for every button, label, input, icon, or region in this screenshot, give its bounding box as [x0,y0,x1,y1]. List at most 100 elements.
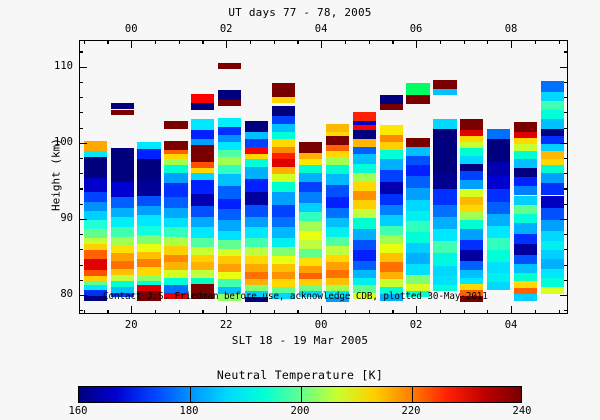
bottom-axis-title: SLT 18 - 19 Mar 2005 [231,334,369,347]
heatmap-cell [83,178,107,193]
heatmap-cell [164,207,188,219]
heatmap-cell [460,277,484,284]
x-tick-label-top: 00 [124,23,138,35]
heatmap-cell [83,210,107,220]
heatmap-cell [137,267,161,275]
y-major-tick-right [560,142,568,144]
heatmap-cell [164,218,188,228]
heatmap-cell [406,264,430,275]
heatmap-cell [218,157,242,166]
heatmap-cell [513,168,538,178]
heatmap-cell [540,158,565,166]
heatmap-cell [137,280,161,286]
heatmap-cell [191,193,215,207]
heatmap-cell [271,146,296,153]
heatmap-cell [325,245,349,255]
heatmap-cell [513,137,538,144]
heatmap-cell [164,158,188,166]
heatmap-cell [325,174,349,185]
plot-area [79,40,568,314]
heatmap-cell [191,238,215,248]
heatmap-cell [137,274,161,281]
heatmap-cell [271,292,296,299]
heatmap-cell [271,238,296,248]
heatmap-cell [83,141,107,152]
x-minor-tick-top [558,40,560,44]
heatmap-cell [110,268,134,275]
y-major-tick-right [560,218,568,221]
heatmap-cell [218,286,242,295]
heatmap-cell [513,204,538,214]
heatmap-cell [191,119,215,131]
x-minor-tick-bottom [392,310,394,314]
heatmap-cell [137,206,161,216]
heatmap-cell [271,123,296,132]
x-minor-tick-bottom [487,310,489,314]
heatmap-cell [540,81,565,92]
heatmap-cell [513,288,538,295]
heatmap-cell [137,291,161,301]
heatmap-cell [83,228,107,239]
heatmap-cell [433,276,457,286]
heatmap-cell [406,232,430,243]
heatmap-cell [325,131,349,137]
heatmap-cell [110,181,134,198]
heatmap-cell [110,197,134,208]
y-minor-tick-left [79,97,83,99]
heatmap-cell [487,238,511,251]
y-minor-tick-left [79,188,83,190]
heatmap-cell [110,207,134,217]
y-minor-tick-right [564,127,568,129]
heatmap-cell [540,286,565,295]
x-major-tick-top [131,40,133,48]
x-minor-tick-bottom [202,310,204,314]
heatmap-cell [540,91,565,102]
heatmap-cell [271,216,296,228]
heatmap-cell [352,292,376,299]
x-minor-tick-bottom [439,310,441,314]
heatmap-cell [406,221,430,233]
heatmap-cell [379,294,403,301]
heatmap-cell [352,260,376,271]
x-minor-tick-top [534,40,536,44]
heatmap-cell [191,168,215,173]
heatmap-cell [218,219,242,231]
heatmap-cell [164,236,188,246]
heatmap-cell [218,264,242,272]
heatmap-cell [513,122,538,132]
heatmap-cell [487,250,511,263]
heatmap-cell [379,215,403,226]
heatmap-column [83,41,107,313]
heatmap-cell [245,247,269,257]
x-minor-tick-bottom [463,310,465,314]
heatmap-cell [137,149,161,159]
heatmap-cell [513,143,538,152]
heatmap-cell [325,184,349,198]
heatmap-column [406,41,430,313]
heatmap-cell [433,253,457,266]
heatmap-cell [271,247,296,257]
heatmap-cell [191,162,215,169]
heatmap-column [487,41,511,313]
heatmap-column [298,41,323,313]
heatmap-cell [487,189,511,202]
heatmap-cell [487,175,511,190]
heatmap-cell [164,245,188,255]
heatmap-cell [83,219,107,229]
heatmap-cell [137,251,161,260]
heatmap-cell [271,158,296,167]
heatmap-cell [218,209,242,220]
heatmap-cell [245,297,269,303]
heatmap-cell [245,238,269,248]
x-minor-tick-bottom [368,310,370,314]
heatmap-cell [110,292,134,298]
heatmap-cell [352,130,376,140]
heatmap-column [218,41,242,313]
x-minor-tick-top [107,40,109,44]
x-minor-tick-top [487,40,489,44]
y-minor-tick-right [564,81,568,84]
heatmap-cell [352,200,376,210]
x-minor-tick-bottom [154,310,157,314]
heatmap-cell [325,207,349,219]
